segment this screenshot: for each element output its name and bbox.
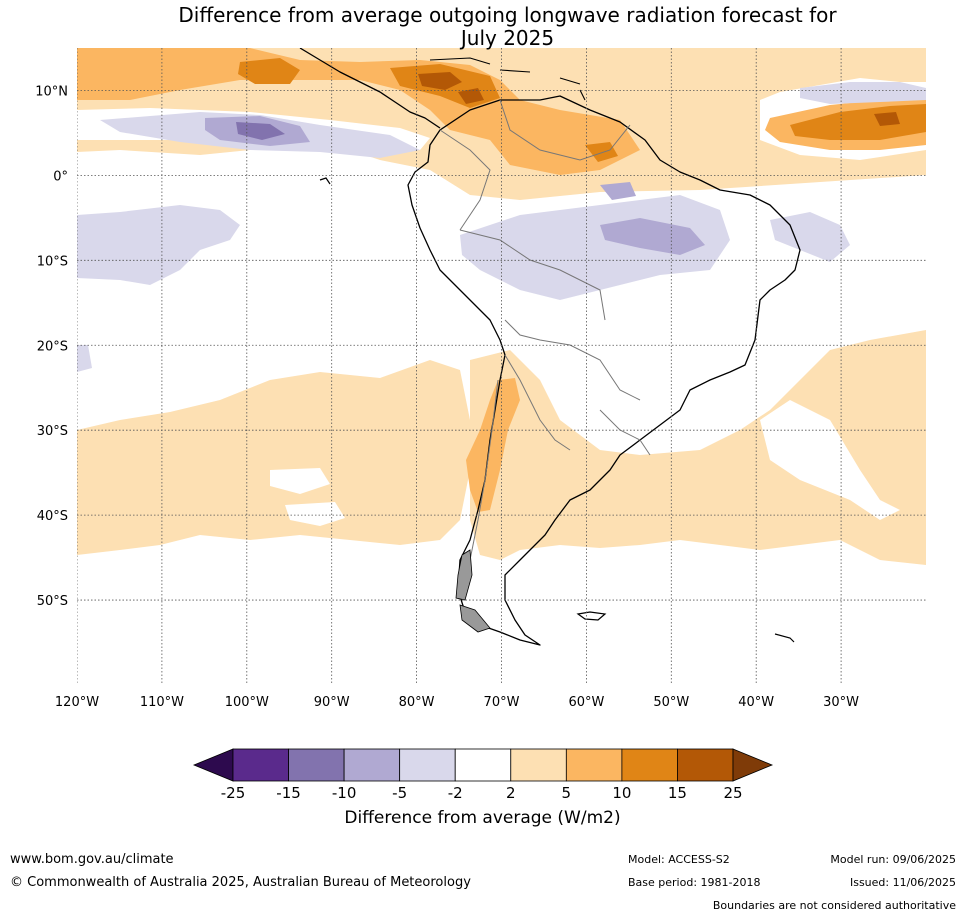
anomaly-region-lavender-amazon [460, 195, 730, 300]
base-period: Base period: 1981-2018 [628, 876, 761, 889]
colorbar-tick-label: -5 [392, 784, 407, 802]
colorbar-tick-label: 2 [506, 784, 516, 802]
longitude-label: 30°W [823, 695, 859, 710]
colorbar-tick-label: -25 [221, 784, 246, 802]
model-name: Model: ACCESS-S2 [628, 853, 730, 866]
anomaly-region-atlantic-brown [874, 112, 900, 126]
anomaly-region-lavender-ne [800, 82, 926, 104]
anomaly-region-lavender-eq [77, 205, 240, 285]
border-segment [439, 129, 491, 231]
issued-date: Issued: 11/06/2025 [849, 876, 956, 889]
border-segment [459, 229, 606, 321]
south-georgia-island [774, 633, 795, 643]
colorbar-tick-label: 10 [612, 784, 631, 802]
colorbar: -25 -15 -10 -5 -2 2 5 10 15 25 [192, 748, 774, 802]
colorbar-swatch [399, 748, 456, 782]
latitude-label: 20°S [37, 339, 68, 354]
colorbar-tick-label: -10 [332, 784, 357, 802]
latitude-labels: 10°N 0° 10°S 20°S 30°S 40°S 50°S [35, 84, 68, 609]
colorbar-tick-label: 25 [723, 784, 742, 802]
anomaly-region-andes-orange [466, 378, 520, 512]
border-segment [469, 379, 499, 561]
model-run-date: Model run: 09/06/2025 [830, 853, 956, 866]
anomaly-region-south-atlantic-tan [470, 330, 926, 565]
coastlines [299, 48, 801, 646]
anomaly-region-white-hole-2 [285, 502, 345, 526]
colorbar-extend-min [192, 748, 234, 782]
longitude-label: 110°W [140, 695, 184, 710]
latitude-label: 0° [53, 169, 68, 184]
colorbar-swatch [454, 748, 512, 782]
graticule [77, 48, 926, 685]
longitude-label: 80°W [399, 695, 435, 710]
colorbar-swatch [565, 748, 623, 782]
latitude-label: 40°S [37, 509, 68, 524]
anomaly-region-south-pacific-tan [77, 360, 470, 555]
anomaly-region-brown-1 [418, 72, 462, 90]
longitude-label: 40°W [738, 695, 774, 710]
latitude-label: 50°S [37, 594, 68, 609]
colorbar-swatch [677, 748, 734, 782]
copyright-text: © Commonwealth of Australia 2025, Austra… [10, 875, 471, 890]
anomaly-region-darkorange-1 [238, 58, 300, 84]
border-segment [599, 409, 651, 456]
border-segment [504, 354, 571, 451]
colorbar-swatch [510, 748, 567, 782]
longitude-label: 90°W [314, 695, 350, 710]
negative-anomaly-fields [77, 82, 926, 372]
latitude-label: 10°N [35, 84, 68, 99]
longitude-label: 60°W [568, 695, 604, 710]
longitude-labels: 120°W 110°W 100°W 90°W 80°W 70°W 60°W 50°W 40°W 3… [55, 695, 859, 710]
atlantic-islands [319, 177, 795, 643]
website-link[interactable]: www.bom.gov.au/climate [10, 852, 174, 867]
latitude-label: 10°S [37, 254, 68, 269]
longitude-label: 50°W [653, 695, 689, 710]
boundaries-disclaimer: Boundaries are not considered authoritat… [712, 899, 956, 912]
map-title-line-2: July 2025 [460, 26, 555, 50]
anomaly-region-brown-2 [458, 88, 484, 104]
map-title: Difference from average outgoing longwav… [0, 4, 965, 50]
chilean-archipelago [455, 549, 491, 633]
colorbar-extend-max [732, 748, 774, 782]
colorbar-swatch [343, 748, 401, 782]
map-plot-area [77, 48, 926, 685]
galapagos-islands [319, 177, 331, 185]
anomaly-region-lilac-ne-coast [600, 182, 636, 200]
colorbar-swatch [232, 748, 289, 782]
anomaly-region-north-orange [77, 48, 640, 175]
country-borders [439, 99, 651, 561]
caribbean-islands [429, 57, 586, 101]
border-segment [504, 319, 641, 401]
longitude-label: 70°W [484, 695, 520, 710]
archipelago-island [455, 549, 473, 601]
central-america-coastline [299, 48, 441, 129]
south-america-coastline [407, 95, 801, 646]
archipelago-island [459, 604, 491, 633]
colorbar-swatch [621, 748, 678, 782]
anomaly-region-purple-pacific [236, 122, 285, 140]
colorbar-tick-label: -15 [276, 784, 301, 802]
map-title-line-1: Difference from average outgoing longwav… [178, 3, 837, 27]
colorbar-label: Difference from average (W/m2) [344, 808, 621, 828]
colorbar-tick-label: 15 [668, 784, 687, 802]
falkland-islands [576, 611, 607, 621]
anomaly-region-white-hole-1 [270, 468, 330, 494]
latitude-label: 30°S [37, 424, 68, 439]
colorbar-tick-label: 5 [562, 784, 572, 802]
anomaly-region-darkorange-3 [585, 142, 618, 162]
longitude-label: 120°W [55, 695, 99, 710]
longitude-label: 100°W [225, 695, 269, 710]
colorbar-tick-label: -2 [448, 784, 463, 802]
border-segment [499, 99, 631, 161]
colorbar-swatch [288, 748, 345, 782]
anomaly-region-lilac-amazon [600, 218, 705, 255]
anomaly-region-lavender-se-pacific [77, 345, 92, 372]
